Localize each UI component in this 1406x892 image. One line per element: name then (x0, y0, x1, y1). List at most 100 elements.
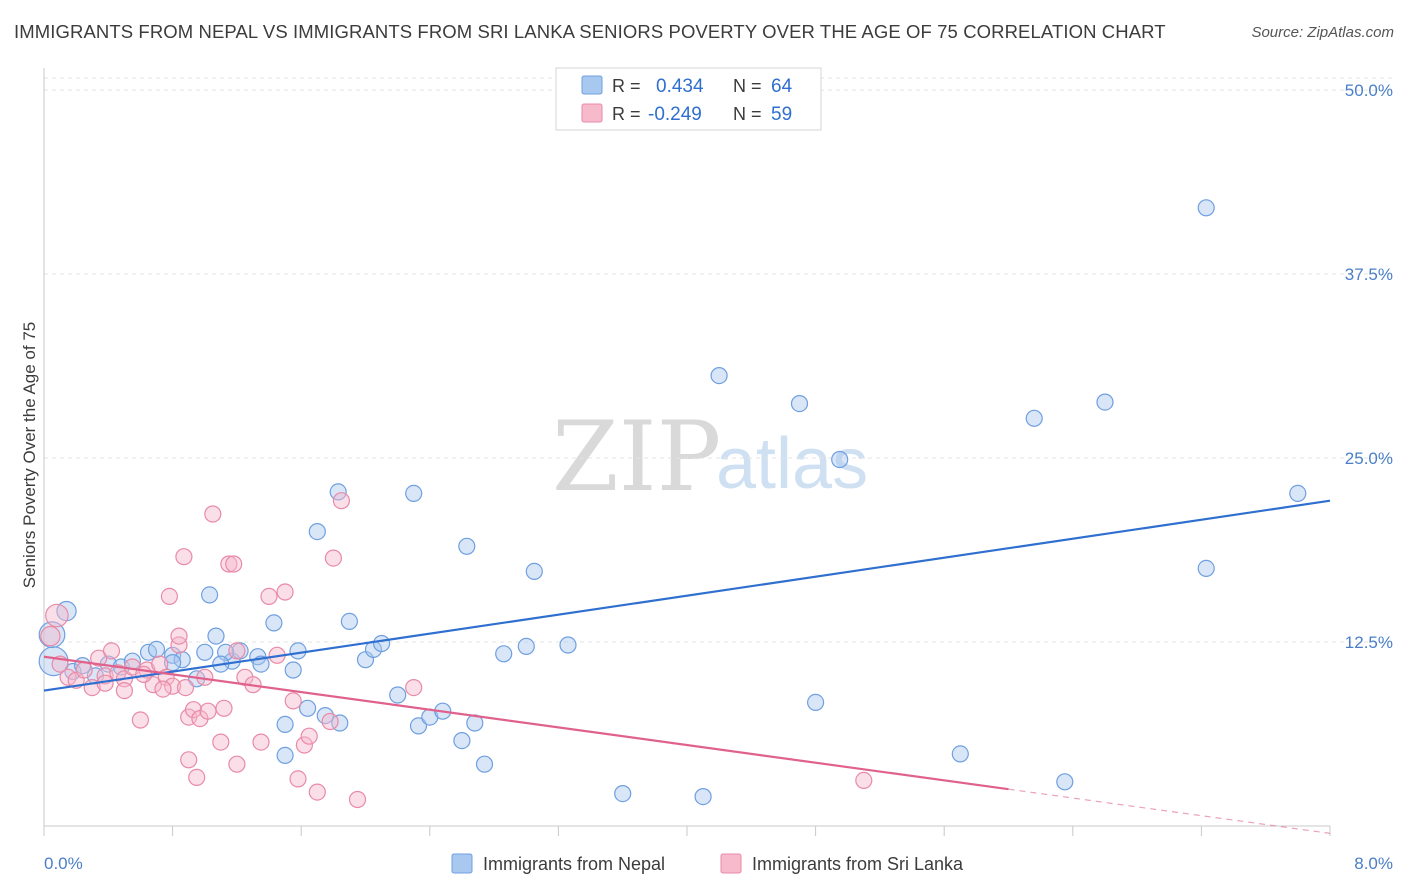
point-nepal-32 (276, 715, 294, 734)
point-nepal-45 (525, 562, 543, 581)
trend-lines (43, 499, 1331, 834)
stats-r-label-srilanka: R = (612, 104, 641, 124)
point-nepal-58 (1197, 559, 1215, 578)
stats-r-value-nepal: 0.434 (656, 76, 704, 97)
x-tick-marks (43, 826, 1331, 836)
legend-label-nepal: Immigrants from Nepal (483, 854, 665, 874)
point-nepal-28 (340, 612, 358, 631)
point-nepal-51 (790, 395, 809, 413)
point-nepal-59 (1197, 199, 1215, 217)
point-nepal-34 (389, 686, 407, 704)
point-srilanka-31 (215, 699, 233, 717)
point-srilanka-46 (321, 712, 339, 731)
point-srilanka-37 (252, 733, 270, 751)
point-srilanka-44 (300, 727, 318, 745)
gridlines (44, 77, 1392, 643)
point-srilanka-38 (260, 587, 278, 606)
point-srilanka-42 (289, 770, 307, 788)
bottom-legend: Immigrants from Nepal Immigrants from Sr… (451, 853, 964, 874)
point-nepal-60 (1289, 484, 1307, 502)
point-nepal-49 (694, 787, 712, 806)
point-nepal-16 (196, 643, 214, 661)
point-srilanka-41 (284, 692, 302, 710)
x-tick-labels: 0.0% 8.0% (44, 854, 1393, 873)
point-srilanka-13 (131, 711, 149, 729)
legend-label-srilanka: Immigrants from Sri Lanka (752, 854, 964, 874)
point-srilanka-18 (164, 677, 182, 695)
point-nepal-44 (458, 537, 476, 555)
legend-swatch-srilanka (720, 853, 742, 874)
y-tick-label-3: 50.0% (1345, 81, 1393, 100)
point-srilanka-29 (204, 505, 222, 523)
trend-extension-srilanka (1008, 788, 1331, 834)
point-nepal-53 (831, 450, 849, 469)
point-nepal-24 (308, 522, 326, 541)
point-srilanka-32 (220, 555, 238, 573)
trend-line-nepal (43, 499, 1331, 692)
point-srilanka-47 (324, 549, 342, 567)
x-tick-label-0: 0.0% (44, 854, 83, 873)
point-srilanka-53 (228, 755, 246, 773)
x-tick-label-1: 8.0% (1354, 854, 1393, 873)
stats-swatch-nepal (581, 75, 603, 95)
point-srilanka-26 (170, 627, 188, 645)
point-nepal-21 (265, 614, 283, 632)
point-srilanka-43 (295, 736, 313, 754)
point-nepal-22 (284, 661, 302, 679)
point-nepal-11 (164, 646, 182, 664)
point-nepal-55 (1025, 409, 1043, 427)
point-srilanka-10 (109, 664, 127, 682)
stats-n-value-srilanka: 59 (771, 104, 792, 125)
watermark-atlas: atlas (716, 424, 868, 504)
point-srilanka-50 (405, 678, 423, 697)
point-srilanka-9 (102, 642, 121, 660)
point-srilanka-49 (348, 790, 367, 809)
point-nepal-23 (289, 642, 307, 660)
point-nepal-52 (806, 693, 825, 712)
point-nepal-57 (1096, 393, 1114, 411)
point-srilanka-22 (184, 701, 203, 719)
y-tick-labels: 12.5% 25.0% 37.5% 50.0% (1345, 81, 1393, 652)
point-nepal-35 (409, 717, 428, 735)
stats-n-label-nepal: N = (733, 76, 762, 96)
point-nepal-41 (495, 645, 513, 663)
stats-n-value-nepal: 64 (771, 76, 793, 97)
point-srilanka-52 (188, 768, 206, 787)
point-srilanka-40 (276, 583, 294, 601)
point-nepal-33 (276, 746, 294, 765)
point-nepal-15 (207, 627, 225, 645)
point-nepal-10 (147, 640, 166, 659)
y-tick-label-2: 37.5% (1345, 265, 1393, 284)
point-srilanka-7 (90, 649, 108, 667)
point-nepal-56 (1056, 773, 1074, 791)
stats-legend: R = 0.434 N = 64 R = -0.249 N = 59 (555, 67, 822, 131)
source-credit: Source: ZipAtlas.com (1251, 24, 1394, 41)
point-srilanka-5 (75, 661, 93, 679)
point-nepal-40 (475, 755, 494, 773)
point-srilanka-33 (225, 555, 243, 573)
point-srilanka-58 (154, 680, 172, 698)
point-nepal-38 (453, 731, 471, 750)
legend-swatch-nepal (451, 853, 473, 874)
point-srilanka-27 (175, 548, 193, 566)
stats-r-label-nepal: R = (612, 76, 641, 96)
y-axis-label: Seniors Poverty Over the Age of 75 (20, 322, 39, 588)
point-srilanka-30 (212, 733, 230, 751)
point-nepal-42 (517, 637, 535, 656)
point-srilanka-48 (332, 492, 350, 510)
point-srilanka-34 (228, 642, 246, 660)
point-srilanka-51 (180, 751, 198, 769)
stats-n-label-srilanka: N = (733, 104, 762, 124)
point-nepal-47 (329, 483, 347, 501)
point-nepal-50 (710, 367, 728, 385)
y-tick-label-1: 25.0% (1345, 449, 1393, 468)
watermark-zip: ZIP (552, 401, 721, 513)
stats-r-value-srilanka: -0.249 (648, 104, 702, 125)
point-nepal-48 (614, 784, 632, 803)
y-tick-label-0: 12.5% (1345, 633, 1393, 652)
point-srilanka-54 (115, 681, 134, 700)
point-srilanka-20 (176, 678, 195, 697)
point-nepal-54 (951, 745, 969, 763)
point-nepal-31 (373, 634, 391, 653)
